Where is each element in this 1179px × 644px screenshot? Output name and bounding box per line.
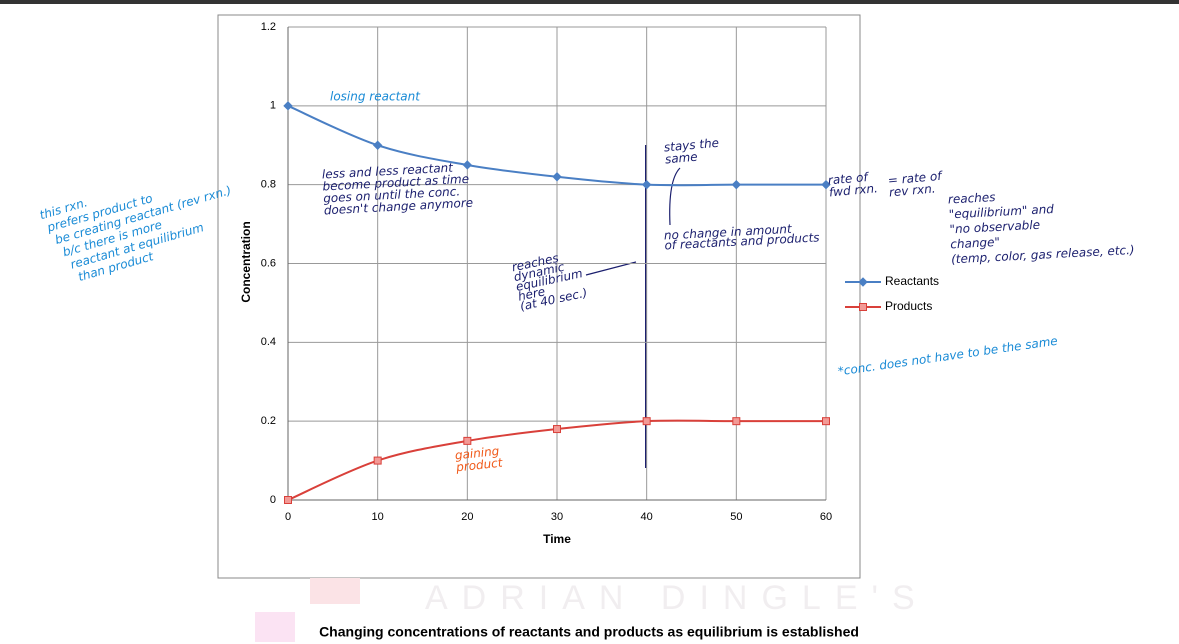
data-point <box>859 303 867 311</box>
x-tick-label: 0 <box>285 511 291 523</box>
annotation-text: rate of <box>827 170 870 188</box>
annotation-text: = rate of <box>887 169 943 188</box>
data-point <box>283 101 293 111</box>
annotation-text: change" <box>950 235 1000 252</box>
data-point <box>462 160 473 170</box>
y-tick-label: 0 <box>270 494 276 506</box>
x-tick-label: 20 <box>461 511 473 523</box>
annotation: *conc. does not have to be the same <box>837 334 1059 379</box>
data-point <box>373 456 382 465</box>
watermark-block <box>255 612 295 642</box>
y-tick-label: 0.2 <box>261 415 276 427</box>
y-tick-label: 1 <box>270 100 276 112</box>
data-point <box>372 140 383 150</box>
annotation-text: rev rxn. <box>888 181 936 199</box>
annotation: reaches"equilibrium" and"no observablech… <box>948 190 1135 266</box>
x-tick-label: 30 <box>551 511 563 523</box>
annotation: losing reactant <box>330 90 421 104</box>
annotation-text: fwd rxn. <box>828 181 878 199</box>
data-point <box>822 417 830 426</box>
arrow <box>669 167 681 226</box>
data-point <box>552 172 562 182</box>
legend-label: Products <box>885 299 932 313</box>
annotation-text: same <box>664 150 698 167</box>
data-point <box>641 179 652 190</box>
legend-label: Reactants <box>885 274 939 288</box>
y-tick-label: 1.2 <box>261 21 276 33</box>
data-point <box>284 496 292 504</box>
data-point <box>463 436 472 445</box>
x-tick-label: 40 <box>641 511 653 523</box>
arrow <box>585 261 637 276</box>
annotation-text: product <box>454 455 504 474</box>
annotation-text: "equilibrium" and <box>948 202 1054 222</box>
annotation-text: *conc. does not have to be the same <box>837 334 1059 379</box>
data-point <box>642 417 651 426</box>
data-point <box>858 277 868 287</box>
x-tick-label: 10 <box>372 511 384 523</box>
annotation-text: stays the <box>663 136 719 155</box>
annotation-text: losing reactant <box>330 90 421 104</box>
watermark-block <box>310 578 360 604</box>
annotation-text: here <box>517 284 547 303</box>
watermark: ADRIAN DINGLE'S <box>425 579 929 617</box>
y-tick-label: 0.6 <box>261 257 276 269</box>
data-point <box>732 417 741 426</box>
data-point <box>821 179 831 190</box>
top-bar <box>0 0 1179 4</box>
annotation-text: gaining <box>454 444 500 463</box>
chart-frame <box>217 14 861 579</box>
data-point <box>553 425 561 434</box>
y-axis-label: Concentration <box>239 221 253 302</box>
x-axis-label: Time <box>543 532 571 546</box>
data-point <box>731 179 742 190</box>
caption: Changing concentrations of reactants and… <box>319 624 859 640</box>
annotation-text: reaches <box>948 190 996 206</box>
y-tick-label: 0.4 <box>261 336 276 348</box>
x-tick-label: 50 <box>730 511 742 523</box>
x-tick-label: 60 <box>820 511 832 523</box>
y-tick-label: 0.8 <box>261 179 276 191</box>
annotation-text: no change in amount <box>664 222 794 243</box>
annotation-text: "no observable <box>949 218 1040 237</box>
annotation-text: less and less reactant <box>322 161 455 182</box>
